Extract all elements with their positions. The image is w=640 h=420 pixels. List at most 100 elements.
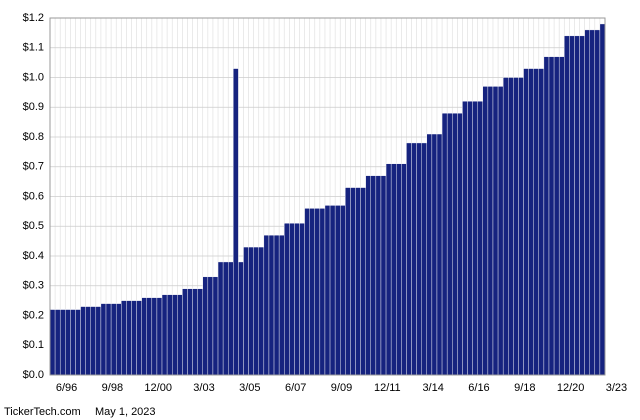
bar [294, 223, 300, 376]
bar [441, 112, 448, 376]
bar [543, 56, 550, 376]
footer-source: TickerTech.com [4, 406, 81, 418]
bar [268, 234, 275, 376]
bar [396, 163, 402, 376]
bar [482, 86, 489, 376]
bar [309, 208, 315, 376]
bar [564, 35, 570, 376]
bar [80, 306, 86, 376]
bar [95, 306, 102, 376]
bar [579, 35, 585, 376]
bar [228, 261, 234, 376]
y-tick-label: $0.5 [23, 220, 44, 232]
bar [426, 133, 433, 376]
bar [548, 56, 555, 376]
bar [314, 208, 321, 376]
y-tick-label: $1.2 [23, 12, 44, 24]
bar [497, 86, 504, 376]
bar [172, 294, 178, 376]
bar [289, 223, 295, 376]
bar [70, 309, 76, 376]
bar [105, 303, 112, 376]
bar [569, 35, 575, 376]
bar [360, 187, 366, 376]
bar [477, 101, 483, 376]
bar [222, 261, 229, 376]
bar [273, 234, 280, 376]
bar [238, 261, 244, 376]
bar [385, 163, 392, 376]
x-tick-label: 6/07 [285, 382, 306, 394]
bar [446, 112, 453, 376]
bar [599, 23, 606, 376]
bar [253, 246, 259, 376]
bar [59, 309, 66, 376]
bar [589, 29, 596, 376]
y-tick-label: $0.3 [23, 280, 44, 292]
bar [584, 29, 590, 376]
bar [243, 246, 249, 376]
x-tick-label: 12/00 [144, 382, 172, 394]
bar [467, 101, 473, 376]
x-tick-label: 3/23 [606, 382, 627, 394]
bar [355, 187, 361, 376]
bar [345, 187, 351, 376]
bar [594, 29, 601, 376]
bar [248, 246, 254, 376]
x-tick-label: 3/05 [239, 382, 260, 394]
bar [340, 205, 346, 376]
bar [126, 300, 132, 376]
bar [538, 68, 545, 376]
y-tick-label: $0.6 [23, 190, 44, 202]
bar [263, 234, 270, 376]
bar [390, 163, 397, 376]
bar [207, 276, 214, 376]
y-tick-label: $0.2 [23, 309, 44, 321]
bar [558, 56, 565, 376]
bar [304, 208, 310, 376]
bar [380, 175, 387, 376]
bar [121, 300, 127, 376]
x-tick-label: 6/16 [468, 382, 489, 394]
x-tick-label: 3/14 [422, 382, 443, 394]
bar [258, 246, 265, 376]
bar [457, 112, 463, 376]
bar [492, 86, 499, 376]
bar [131, 300, 137, 376]
bar [233, 68, 239, 376]
bar [533, 68, 540, 376]
bar [115, 303, 122, 376]
bar [75, 309, 81, 376]
bar [553, 56, 560, 376]
bar [49, 309, 56, 376]
y-tick-label: $0.4 [23, 250, 44, 262]
bar [513, 77, 519, 376]
bar [487, 86, 494, 376]
x-tick-label: 9/09 [331, 382, 352, 394]
bar [156, 297, 163, 376]
y-tick-label: $1.1 [23, 42, 44, 54]
bar [197, 288, 203, 376]
bar [334, 205, 341, 376]
bar [452, 112, 458, 376]
bar [472, 101, 478, 376]
bar [502, 77, 509, 376]
bar [182, 288, 188, 376]
bar [100, 303, 107, 376]
bar [508, 77, 514, 376]
y-tick-label: $0.0 [23, 369, 44, 381]
bar [375, 175, 382, 376]
x-tick-label: 6/96 [56, 382, 77, 394]
bar [166, 294, 173, 376]
y-tick-label: $0.8 [23, 131, 44, 143]
bar [65, 309, 71, 376]
bar [523, 68, 529, 376]
bar [421, 142, 427, 376]
bar [350, 187, 356, 376]
y-tick-label: $0.9 [23, 101, 44, 113]
y-tick-label: $0.1 [23, 339, 44, 351]
bar [141, 297, 147, 376]
bar [85, 306, 91, 376]
bar [518, 77, 524, 376]
bar [90, 306, 97, 376]
